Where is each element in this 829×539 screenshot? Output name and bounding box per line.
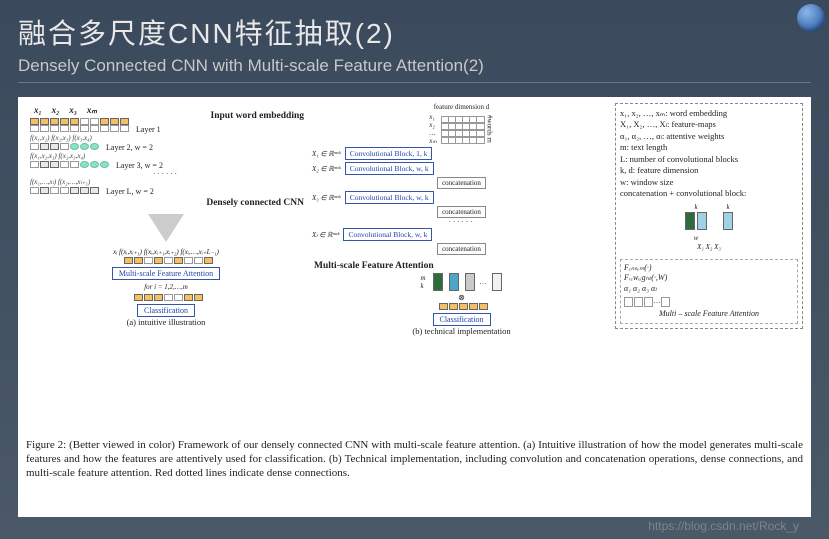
msfa-label-b: Multi-scale Feature Attention [314, 261, 609, 271]
watermark: https://blog.csdn.net/Rock_y [648, 519, 799, 533]
legend-row-3: m: text length [620, 142, 798, 153]
feat-dim-label: feature dimension d [312, 103, 611, 111]
feature-row-text: xᵢ f(xᵢ,xᵢ₊₁) f(xᵢ,xᵢ₊₁,xᵢ₊₂) f(xᵢ,…,xᵢ₊… [26, 248, 306, 256]
conv-block-1: Convolutional Block, 1, k [345, 147, 433, 160]
slide-header: 融合多尺度CNN特征抽取(2) Densely Connected CNN wi… [0, 0, 829, 89]
legend-row-1: X₁, X₂, …, Xₗ: feature-maps [620, 119, 798, 130]
figure-area: x₁ x₂ x₃ xₘ Input word embedding Layer 1… [18, 97, 811, 517]
ensem-fn: Fₑₙₛₑₘ(·) [624, 263, 794, 274]
conv-block-2: Convolutional Block, w, k [345, 162, 434, 175]
figure-caption: Figure 2: (Better viewed in color) Frame… [26, 439, 803, 480]
panel-a: x₁ x₂ x₃ xₘ Input word embedding Layer 1… [26, 103, 306, 433]
x2-lhs: X₂ ∈ ℝᵐˣᵏ [312, 165, 341, 173]
layer3-fterms: f(x₁,x₂,x₃) f(x₂,x₃,x₄) [30, 152, 306, 160]
cube-x3 [465, 273, 475, 291]
legend-row-4: L: number of convolutional blocks [620, 154, 798, 165]
panel-a-caption: (a) intuitive illustration [26, 317, 306, 327]
dcnn-label-a: Densely connected CNN [28, 198, 304, 208]
msfa-sub-box: Fₑₙₛₑₘ(·) Fᵣₑwₑᵢgₕₜ(·,W) α₁ α₂ α₃ αₗ … M… [620, 259, 798, 324]
legend-row-2: α₁, α₂, …, αₗ: attentive weights [620, 131, 798, 142]
layer2-label: Layer 2, w = 2 [106, 143, 153, 152]
grid-icon [441, 116, 482, 143]
x3-lhs: X₃ ∈ ℝᵐˣᵏ [312, 194, 341, 202]
layer3-cells: Layer 3, w = 2 [30, 161, 306, 170]
cube-row: mk … [312, 273, 611, 291]
layerL-label: Layer L, w = 2 [106, 187, 154, 196]
classification-box-a: Classification [137, 304, 195, 317]
legend-bottom-labels: X₁ X₂ X₃ [620, 243, 798, 252]
small-x-list: x₁ x₂ … xₘ [429, 113, 436, 145]
legend-row-0: x₁, x₂, …, xₘ: word embedding [620, 108, 798, 119]
attended-cells [30, 294, 306, 301]
panel-b-caption: (b) technical implementation [312, 326, 611, 336]
x1-lhs: X₁ ∈ ℝᵐˣᵏ [312, 150, 341, 158]
msfa-box-a: Multi-scale Feature Attention [112, 267, 220, 280]
alpha-row: α₁ α₂ α₃ αₗ [624, 284, 794, 295]
concat-3: concatenation [437, 243, 486, 255]
layer1-cells: Layer 1 [30, 125, 306, 134]
concat-1: concatenation [437, 177, 486, 189]
layerL-cells: Layer L, w = 2 [30, 187, 306, 196]
legend-box: x₁, x₂, …, xₘ: word embedding X₁, X₂, …,… [615, 103, 803, 329]
layerL-fterms: f(x₁,…,xₗ) f(x₂,…,xₗ₊₁) [30, 178, 306, 186]
xL-lhs: Xₗ ∈ ℝᵐˣᵏ [312, 231, 339, 239]
emb-x2: x₂ [52, 105, 60, 116]
conv-block-3: Convolutional Block, w, k [345, 191, 434, 204]
layer1-label: Layer 1 [136, 125, 161, 134]
msfa-small-label: Multi – scale Feature Attention [624, 309, 794, 320]
legend-row-7: concatenation + convolutional block: [620, 188, 798, 199]
ellipsis-a1: ······ [26, 170, 306, 178]
slide-subtitle: Densely Connected CNN with Multi-scale F… [18, 56, 811, 83]
reweight-fn: Fᵣₑwₑᵢgₕₜ(·,W) [624, 273, 794, 284]
emb-x3: x₃ [69, 105, 77, 116]
tensor-op-icon: ⊗ [312, 293, 611, 302]
panel-b: feature dimension d x₁ x₂ … xₘ [312, 103, 803, 433]
conv-block-L: Convolutional Block, w, k [343, 228, 432, 241]
legend-row-6: w: window size [620, 177, 798, 188]
classification-box-b: Classification [433, 313, 491, 326]
feature-cells [30, 257, 306, 264]
legend-cubes: k w k [620, 203, 798, 243]
arrow-down-icon [148, 214, 184, 242]
ellipsis-b1: ······ [312, 218, 611, 226]
layer2-fterms: f(x₁,x₂) f(x₂,x₃) f(x₃,x₄) [30, 134, 306, 142]
emb-xm: xₘ [87, 105, 97, 116]
slide-title: 融合多尺度CNN特征抽取(2) [18, 12, 811, 52]
layer2-cells: Layer 2, w = 2 [30, 143, 306, 152]
legend-row-5: k, d: feature dimension [620, 165, 798, 176]
cube-x1 [433, 273, 443, 291]
output-cells-b [316, 303, 611, 310]
for-loop-text: for i = 1,2,…,m [26, 283, 306, 291]
cube-x2 [449, 273, 459, 291]
cube-xL [492, 273, 502, 291]
layer3-label: Layer 3, w = 2 [116, 161, 163, 170]
logo-badge [797, 4, 825, 32]
emb-x1: x₁ [34, 105, 42, 116]
words-m-label: #words m [486, 115, 494, 143]
concat-2: concatenation [437, 206, 486, 218]
diagram-row: x₁ x₂ x₃ xₘ Input word embedding Layer 1… [26, 103, 803, 433]
